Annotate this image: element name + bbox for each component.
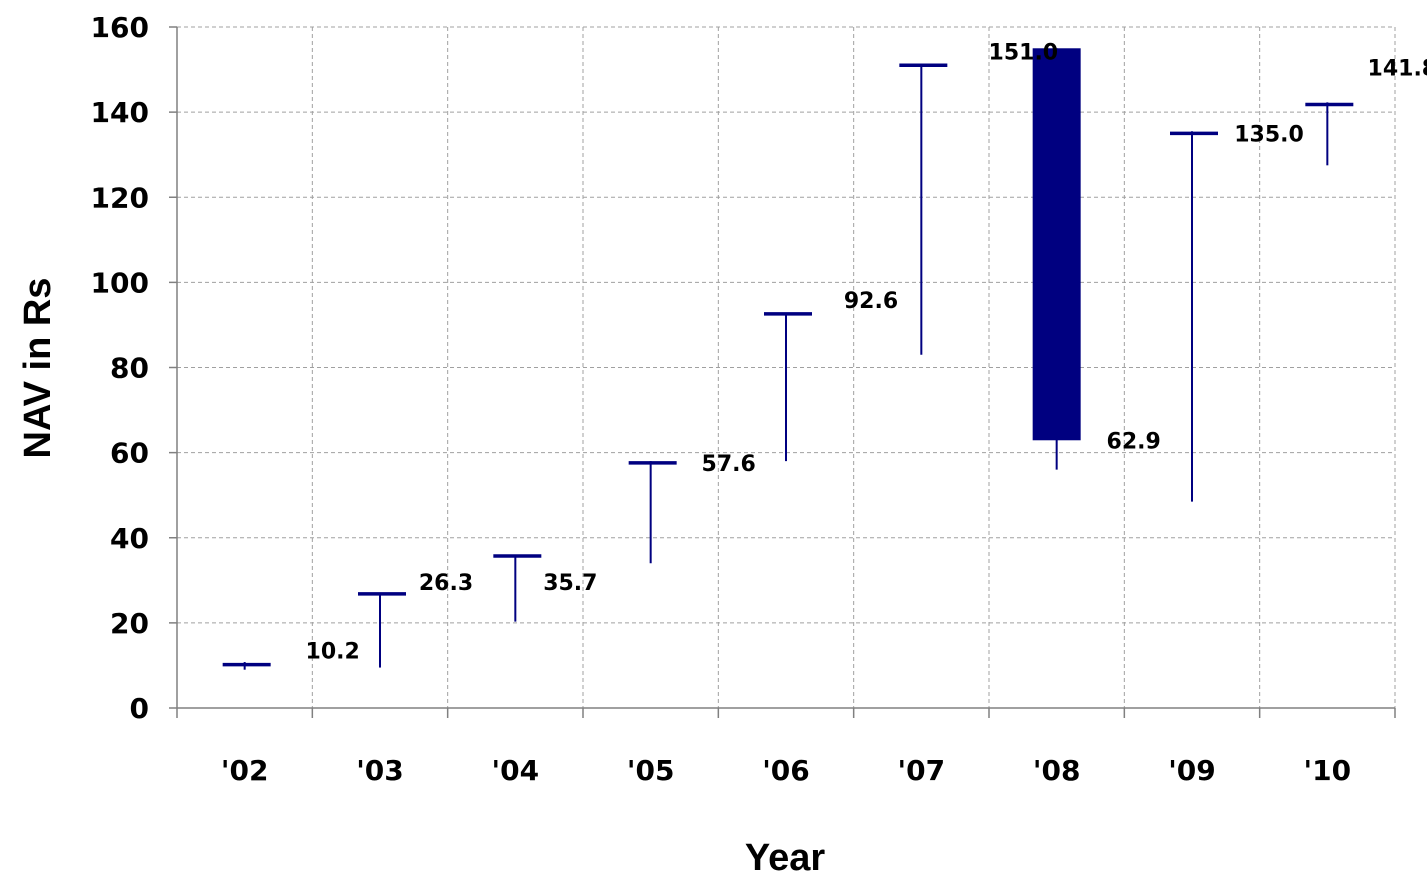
data-label: 35.7 [543, 571, 597, 596]
x-tick-label: '02 [221, 754, 269, 787]
y-tick-label: 140 [91, 96, 149, 129]
axis-layer: 0 20 40 60 80 100 120 140 160 '02 '03 '04 '05 '06 '07 '… [91, 11, 1396, 787]
y-tick-label: 20 [110, 607, 149, 640]
data-label: 57.6 [702, 452, 756, 477]
data-label: 135.0 [1234, 122, 1304, 147]
data-label: 10.2 [306, 640, 360, 665]
data-label: 141.8 [1368, 56, 1427, 81]
y-axis-title: NAV in Rs [17, 278, 59, 459]
y-tick-label: 80 [110, 352, 149, 385]
y-tick-label: 100 [91, 266, 149, 299]
x-tick-label: '07 [898, 754, 946, 787]
x-axis-title: Year [745, 837, 826, 877]
x-tick-label: '03 [356, 754, 404, 787]
marks-layer [222, 48, 1354, 670]
x-tick-label: '06 [762, 754, 810, 787]
x-tick-label: '04 [492, 754, 540, 787]
x-tick-label: '10 [1304, 754, 1352, 787]
x-tick-label: '09 [1168, 754, 1216, 787]
data-label: 92.6 [844, 289, 898, 314]
y-tick-label: 40 [110, 522, 149, 555]
y-tick-label: 120 [91, 181, 149, 214]
y-tick-label: 0 [130, 692, 149, 725]
y-tick-label: 60 [110, 437, 149, 470]
data-label: 151.0 [989, 40, 1059, 65]
labels-layer: 10.2 26.3 35.7 57.6 92.6 151.0 62.9 135.0 141.8 [306, 40, 1427, 664]
data-label: 26.3 [419, 571, 473, 596]
x-tick-label: '08 [1033, 754, 1081, 787]
y-tick-label: 160 [91, 11, 149, 44]
x-tick-label: '05 [627, 754, 675, 787]
data-label: 62.9 [1107, 429, 1161, 454]
candle-body [1032, 48, 1081, 441]
grid-layer [177, 26, 1396, 708]
